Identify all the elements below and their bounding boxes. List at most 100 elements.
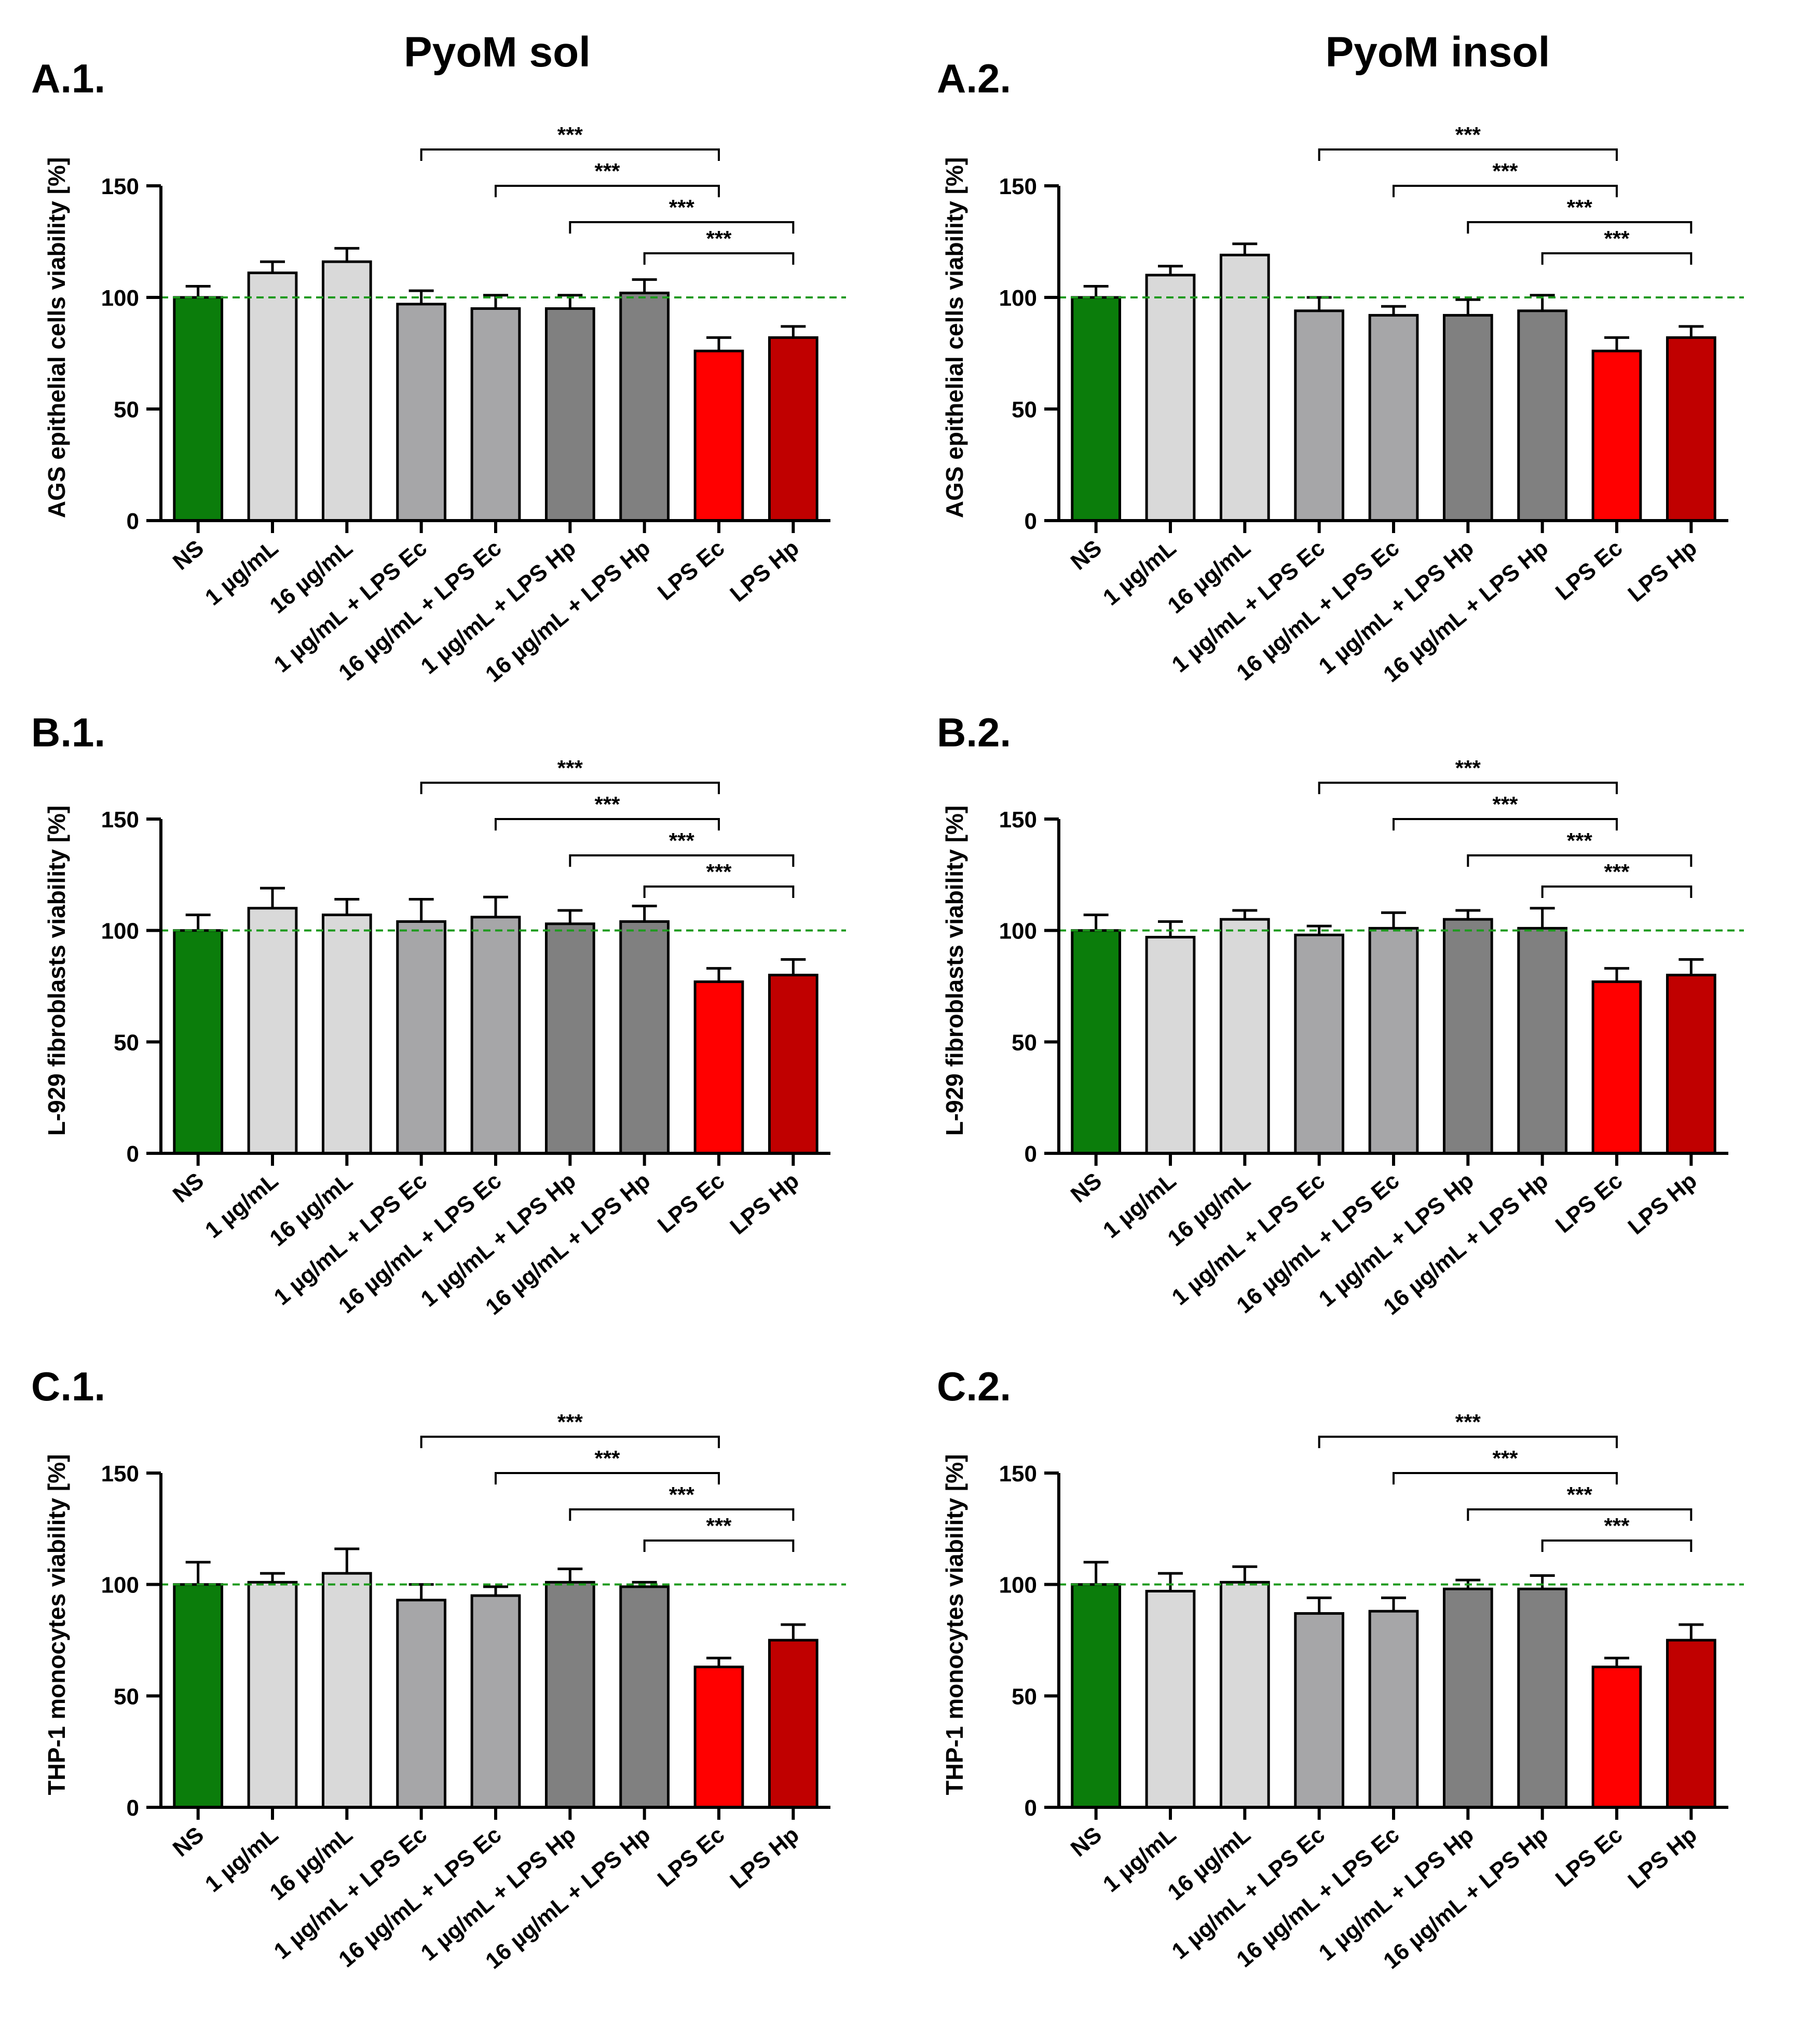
bar (1666, 1639, 1716, 1809)
significance-bracket (643, 1539, 795, 1552)
significance-bracket (1318, 1436, 1618, 1448)
chart-panel-b1: B.1. L-929 fibroblasts viability [%] 0 50 10… (31, 710, 846, 1320)
significance-bracket (1541, 885, 1693, 898)
y-tick-label: 150 (101, 1461, 139, 1487)
panel-label: C.1. (31, 1364, 105, 1409)
panel-label: B.2. (937, 710, 1011, 755)
bar (1071, 1583, 1122, 1809)
y-tick-label: 150 (101, 174, 139, 199)
y-tick-label: 100 (101, 1573, 139, 1598)
bar (1591, 1666, 1642, 1809)
significance-bracket (495, 185, 720, 197)
significance-label: *** (557, 122, 583, 147)
bar (321, 1572, 372, 1809)
bar (1071, 296, 1122, 522)
chart-panel-c1: C.1. THP-1 monocytes viability [%] 0 50 100 1… (31, 1364, 846, 1974)
bar (1442, 918, 1493, 1155)
x-tick-label: LPS Ec (1551, 1168, 1628, 1238)
significance-bracket (1393, 185, 1618, 197)
significance-bracket (569, 854, 795, 867)
bar (768, 1639, 818, 1809)
y-tick-label: 150 (999, 174, 1037, 199)
significance-bracket (1318, 782, 1618, 794)
bar (396, 303, 447, 522)
x-tick-label: LPS Ec (653, 1822, 730, 1892)
significance-label: *** (706, 860, 732, 884)
x-tick-label: LPS Hp (725, 1168, 803, 1239)
chart-panel-a1: A.1. AGS epithelial cells viability [%] 0 5… (31, 56, 846, 687)
y-tick-label: 100 (101, 919, 139, 944)
significance-label: *** (594, 159, 620, 183)
y-axis-label: L-929 fibroblasts viability [%] (941, 806, 968, 1136)
significance-label: *** (557, 756, 583, 780)
bar (1219, 253, 1270, 522)
column-title-sol: PyoM sol (404, 29, 591, 76)
bar (173, 296, 224, 522)
bar (470, 307, 521, 522)
y-tick-label: 50 (114, 1030, 139, 1055)
significance-bracket (420, 1436, 720, 1448)
significance-bracket (643, 885, 795, 898)
bar (1368, 926, 1419, 1155)
chart-panel-b2: B.2. L-929 fibroblasts viability [%] 0 50 10… (937, 710, 1744, 1320)
x-tick-label: LPS Ec (1551, 535, 1628, 605)
significance-label: *** (1492, 1446, 1518, 1470)
x-tick-label: NS (1066, 535, 1107, 575)
panel-label: C.2. (937, 1364, 1011, 1409)
bar (247, 907, 298, 1155)
bar (321, 914, 372, 1155)
significance-label: *** (706, 1514, 732, 1538)
x-tick-label: LPS Ec (653, 1168, 730, 1238)
bar (1368, 1610, 1419, 1809)
bar (1219, 1580, 1270, 1809)
y-tick-label: 50 (114, 397, 139, 423)
significance-bracket (1393, 818, 1618, 830)
bar (1071, 929, 1122, 1155)
panel-label: A.1. (31, 56, 105, 101)
y-tick-label: 0 (127, 1141, 139, 1167)
bar (1145, 274, 1196, 522)
significance-label: *** (669, 828, 695, 853)
bar (396, 920, 447, 1155)
significance-bracket (420, 782, 720, 794)
y-tick-label: 0 (1025, 509, 1037, 534)
significance-bracket (420, 148, 720, 161)
y-tick-label: 50 (1012, 1030, 1037, 1055)
bar (1442, 314, 1493, 522)
significance-label: *** (1604, 860, 1630, 884)
bar (619, 291, 670, 522)
bar (544, 1580, 595, 1809)
y-tick-label: 150 (999, 807, 1037, 833)
significance-label: *** (594, 1446, 620, 1470)
y-tick-label: 0 (127, 1795, 139, 1821)
x-tick-label: NS (168, 535, 209, 575)
x-tick-label: NS (1066, 1822, 1107, 1862)
bar (693, 980, 744, 1155)
chart-panel-a2: A.2. AGS epithelial cells viability [%] 0 5… (937, 56, 1744, 687)
bar (1219, 918, 1270, 1155)
significance-bracket (1541, 252, 1693, 265)
bar (1517, 309, 1568, 522)
bar (693, 1666, 744, 1809)
significance-label: *** (594, 792, 620, 816)
x-tick-label: LPS Hp (1623, 1168, 1701, 1239)
panel-label: A.2. (937, 56, 1011, 101)
bar (396, 1599, 447, 1809)
bar (1591, 349, 1642, 522)
significance-label: *** (669, 195, 695, 220)
bar (1442, 1587, 1493, 1809)
significance-label: *** (1455, 756, 1481, 780)
significance-bracket (643, 252, 795, 265)
bar (1294, 933, 1345, 1155)
significance-label: *** (1567, 1482, 1593, 1507)
significance-bracket (1467, 221, 1693, 234)
bar (321, 260, 372, 522)
x-tick-label: NS (168, 1168, 209, 1208)
x-tick-label: NS (1066, 1168, 1107, 1208)
y-tick-label: 100 (999, 919, 1037, 944)
significance-bracket (569, 1508, 795, 1521)
x-tick-label: NS (168, 1822, 209, 1862)
bar (768, 974, 818, 1155)
x-tick-label: LPS Ec (1551, 1822, 1628, 1892)
